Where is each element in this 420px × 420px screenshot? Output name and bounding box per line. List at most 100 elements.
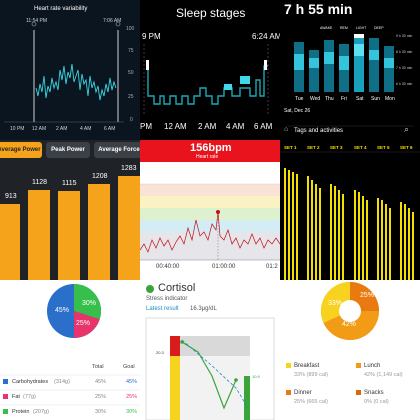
power-value: 1208 [92,173,108,180]
rem-block [240,76,250,84]
hrv-y-tick: 0 [130,117,133,123]
tab-peak-power[interactable]: Peak Power [46,142,90,158]
power-bar [58,191,80,280]
sleep-x-tick: 6 AM [254,122,273,131]
macro-total: 30% [95,409,107,415]
meal-detail: 25% (665 cal) [294,399,328,405]
sleep-start-time: 9 PM [142,32,161,41]
pie-label-breakfast: 33% [328,300,343,307]
rep-bar [358,192,360,280]
legend-swatch [3,379,8,384]
sets-chart [280,151,420,280]
day-bar [369,38,379,92]
pie-label-lunch: 42% [342,321,357,328]
day-bar [384,46,394,92]
rep-bar [292,172,294,280]
legend-swatch [3,409,8,414]
cortisol-point[interactable] [180,340,184,344]
rep-bar [319,188,321,280]
summary-day: Thu [325,96,334,102]
heart-rate-label: Heart rate [196,154,219,160]
summary-y-tick: 9 h 30 min [396,34,413,38]
moon-icon [31,21,37,27]
power-value: 1115 [62,180,77,187]
summary-day: Fri [341,96,347,102]
set-label: SET 1 [284,145,297,150]
macro-name: Protein [12,409,30,415]
macros-panel: 45% 30% 25% Total Goal Carbohydrates (31… [0,280,140,420]
summary-day: Tue [295,96,304,102]
day-bar [309,50,319,92]
pie-label-fat: 25% [76,320,91,327]
hrv-end-time: 7:06 AM [103,18,122,24]
cortisol-point[interactable] [234,378,238,382]
sleep-stages-panel: Sleep stages 9 PM 6:24 AM PM 12 AM 2 AM … [140,0,280,140]
hrv-start-time: 11:54 PM [26,18,48,24]
rep-bar [288,170,290,280]
cortisol-title: Cortisol [158,282,196,294]
rep-bar [381,200,383,280]
meal-name: Dinner [294,390,312,396]
tab-average-force[interactable]: Average Force [94,142,140,158]
sun-icon [115,21,121,27]
sleep-summary-chart [286,34,414,127]
heart-rate-chart [140,183,280,261]
set-label: SET 3 [330,145,343,150]
cortisol-latest-label[interactable]: Latest result [146,306,179,312]
rep-bar [338,190,340,280]
tab-average-power[interactable]: Average Power [0,142,42,158]
cortisol-subtitle: Stress indicator [146,296,188,302]
tag-icon[interactable]: ⌂ [284,126,289,133]
macro-grams: (314g) [54,379,70,385]
day-bar [294,42,304,92]
legend-swatch [356,390,361,395]
pie-slice-fat[interactable] [74,311,100,338]
sleep-x-tick: 2 AM [198,122,217,131]
macro-goal: 45% [126,379,138,385]
pie-slice-lunch-lower[interactable] [323,311,379,340]
heart-rate-bpm: 156bpm [190,142,232,154]
cortisol-latest-value: 16.3μg/dL [190,306,217,312]
legend-swatch [286,390,291,395]
power-bar [118,176,140,280]
sleep-end-time: 6:24 AM [252,32,280,41]
macro-grams: (77g) [23,394,36,400]
rep-bar [315,184,317,280]
hrv-y-tick: 50 [128,70,134,76]
meal-name: Lunch [364,363,381,369]
day-bar-selected[interactable] [354,34,364,92]
day-bar [324,40,334,92]
rem-block [224,84,232,90]
macros-col-goal: Goal [123,364,135,370]
hrv-x-tick: 6 AM [104,126,116,132]
heart-rate-line [140,211,280,253]
pie-slice-protein[interactable] [74,284,102,320]
heart-rate-header [140,140,280,162]
pie-center [339,300,361,322]
hrv-y-tick: 100 [126,26,135,32]
sleep-summary-panel: 7 h 55 min AWAKE REM LIGHT DEEP 9 h 30 m… [280,0,420,140]
legend-rem: REM [340,26,348,30]
rep-bar [385,204,387,280]
set-label: SET 2 [307,145,320,150]
rep-bar [366,200,368,280]
heart-rate-marker[interactable] [216,210,220,214]
rep-bar [362,196,364,280]
meals-panel: 33% 25% 42% Breakfast 33% (899 cal) Lunc… [280,280,420,420]
cortisol-low-label: 10.9 [252,374,260,379]
tags-activities-label[interactable]: Tags and activities [294,128,344,134]
selected-date: Sat, Dec 26 [284,108,311,114]
power-bar [28,190,50,280]
macros-col-total: Total [92,364,104,370]
summary-day: Mon [385,96,395,102]
meal-name: Breakfast [294,363,320,369]
rep-bar [334,186,336,280]
sleep-x-tick: PM [140,122,152,131]
rep-bar [404,204,406,280]
sets-panel: SET 1 SET 2 SET 3 SET 4 SET 5 SET 6 [280,140,420,280]
sleep-stages-chart [143,44,269,116]
rep-bar [330,184,332,280]
hrv-y-tick: 75 [128,48,134,54]
search-icon[interactable]: ⌕ [404,124,410,134]
rep-bar [311,180,313,280]
